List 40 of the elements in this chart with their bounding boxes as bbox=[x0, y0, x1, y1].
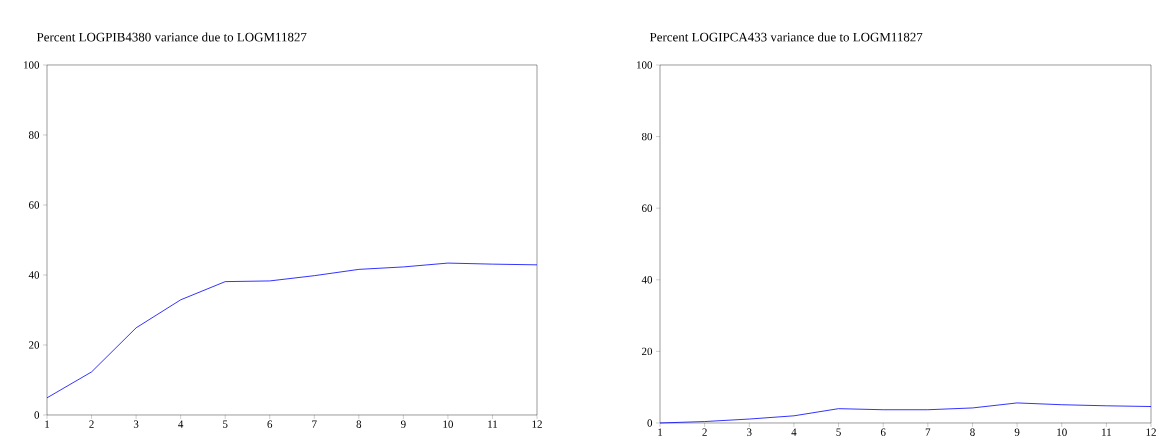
x-tick-label: 6 bbox=[880, 428, 886, 436]
x-tick-label: 6 bbox=[267, 420, 273, 428]
x-tick-label: 1 bbox=[658, 428, 663, 436]
y-tick-label: 100 bbox=[637, 61, 653, 69]
x-tick-label: 7 bbox=[925, 428, 931, 436]
chart-title: Percent LOGIPCA433 variance due to LOGM11827 bbox=[649, 32, 923, 42]
x-tick-label: 4 bbox=[791, 428, 797, 436]
x-tick-label: 12 bbox=[532, 420, 542, 428]
x-tick-label: 8 bbox=[356, 420, 362, 428]
x-tick-label: 12 bbox=[1146, 428, 1156, 436]
x-tick-label: 10 bbox=[443, 420, 453, 428]
x-tick-label: 3 bbox=[133, 420, 139, 428]
y-tick-label: 0 bbox=[647, 419, 653, 427]
x-tick-label: 8 bbox=[970, 428, 975, 436]
chart-title: Percent LOGPIB4380 variance due to LOGM11827 bbox=[36, 32, 307, 42]
x-tick-label: 11 bbox=[488, 420, 498, 428]
y-tick-label: 60 bbox=[29, 201, 40, 209]
x-tick-label: 5 bbox=[836, 428, 841, 436]
x-tick-label: 10 bbox=[1057, 428, 1067, 436]
x-tick-label: 9 bbox=[1014, 428, 1020, 436]
x-tick-label: 4 bbox=[178, 420, 184, 428]
y-tick-label: 40 bbox=[28, 271, 40, 279]
x-tick-label: 7 bbox=[312, 420, 317, 428]
line-series bbox=[659, 402, 1152, 424]
y-tick-label: 60 bbox=[642, 204, 653, 212]
x-tick-label: 2 bbox=[89, 420, 94, 428]
y-tick-label: 80 bbox=[28, 131, 40, 139]
y-tick-label: 80 bbox=[641, 132, 653, 141]
y-tick-label: 100 bbox=[24, 61, 40, 69]
y-tick-label: 20 bbox=[642, 347, 653, 356]
x-tick-label: 9 bbox=[400, 420, 406, 428]
y-tick-label: 0 bbox=[34, 411, 40, 419]
x-tick-label: 11 bbox=[1102, 428, 1111, 436]
y-tick-label: 40 bbox=[641, 276, 653, 284]
line-series bbox=[46, 262, 538, 399]
x-tick-label: 1 bbox=[45, 420, 50, 428]
x-tick-label: 2 bbox=[702, 428, 707, 436]
x-tick-label: 3 bbox=[747, 428, 752, 436]
x-tick-label: 5 bbox=[223, 420, 228, 428]
y-tick-label: 20 bbox=[29, 341, 40, 349]
